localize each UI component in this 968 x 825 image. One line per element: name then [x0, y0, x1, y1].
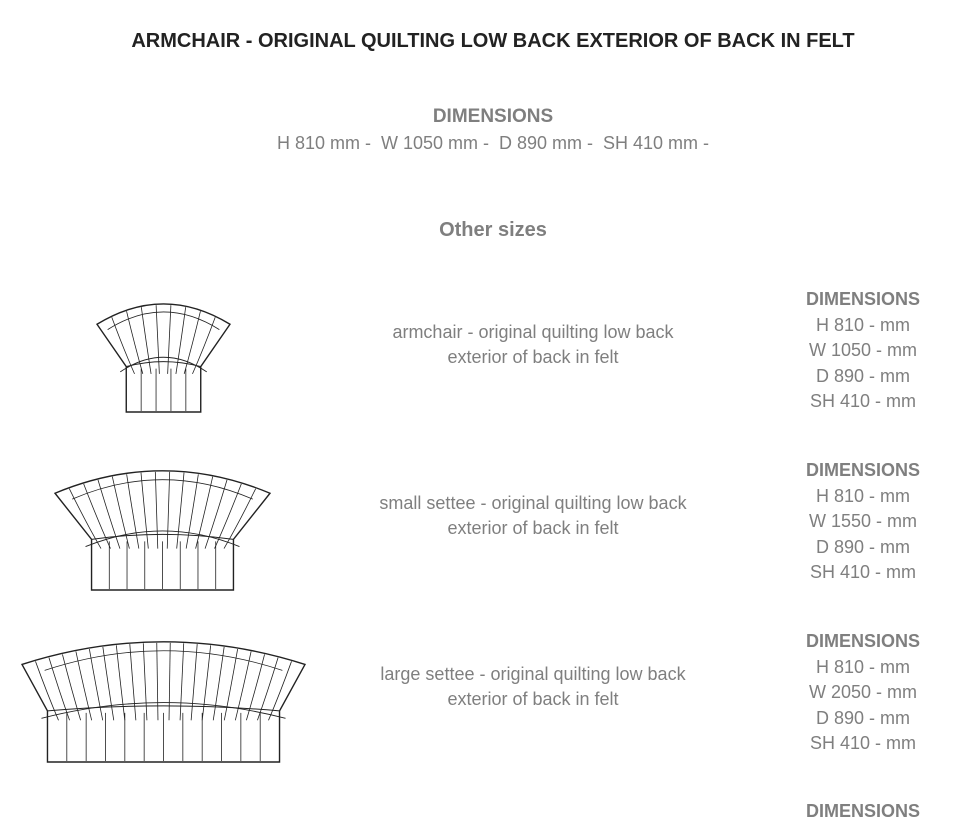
drawing-line — [83, 483, 111, 549]
drawing-line — [156, 642, 159, 721]
dimensions-values: H 810 mm - W 1050 mm - D 890 mm - SH 410… — [276, 133, 710, 153]
drawing-line — [120, 356, 207, 373]
drawing-line — [35, 661, 59, 721]
item-description: small settee - original quilting low bac… — [330, 491, 736, 541]
width-value: W 1550 - mm — [808, 511, 918, 531]
drawing-line — [111, 317, 135, 375]
item-dimensions: DIMENSIONS H 810 - mm W 1050 - mm D 890 … — [790, 287, 936, 415]
other-sizes-heading: Other sizes — [439, 219, 547, 241]
drawing-line — [126, 311, 144, 375]
drawing-line — [88, 648, 104, 721]
drawing-line — [140, 472, 149, 549]
description-line: small settee - original quilting low bac… — [379, 493, 687, 513]
drawing-line — [48, 657, 70, 721]
dimensions-heading: DIMENSIONS — [432, 106, 554, 127]
height-value: H 810 - mm — [815, 656, 911, 677]
drawing-line — [20, 641, 307, 763]
drawing-line — [166, 471, 171, 549]
drawing-line — [129, 644, 137, 721]
width-value: W 2050 - mm — [808, 682, 918, 702]
drawing-line — [68, 488, 102, 549]
drawing-line — [72, 479, 253, 500]
drawing-line — [75, 651, 93, 721]
large-settee-drawing — [20, 641, 307, 763]
depth-value: D 890 - mm — [815, 707, 911, 728]
seat-height-value: SH 410 - mm — [809, 733, 917, 753]
drawing-line — [223, 648, 239, 721]
drawing-line — [204, 479, 228, 549]
drawing-line — [195, 476, 214, 549]
drawing-line — [97, 479, 121, 549]
description-line: large settee - original quilting low bac… — [380, 664, 686, 684]
drawing-line — [179, 643, 185, 721]
drawing-line — [126, 361, 201, 368]
drawing-line — [102, 646, 115, 721]
width-value: W 1050 - mm — [808, 340, 918, 360]
drawing-line — [140, 307, 152, 374]
item-dimensions: DIMENSIONS H 810 - mm W 2050 - mm D 890 … — [790, 629, 936, 757]
drawing-line — [167, 305, 172, 374]
drawing-line — [168, 642, 171, 721]
drawing-line — [115, 645, 126, 721]
description-line: exterior of back in felt — [447, 689, 619, 709]
drawing-line — [142, 643, 148, 721]
drawing-line — [185, 474, 199, 549]
drawing-line — [111, 476, 130, 549]
description-line: armchair - original quilting low back — [392, 322, 674, 342]
cut-off-dimensions-heading: DIMENSIONS — [790, 799, 936, 825]
drawing-line — [234, 651, 252, 721]
page-title: ARMCHAIR - ORIGINAL QUILTING LOW BACK EX… — [131, 30, 855, 52]
drawing-line — [41, 702, 286, 719]
drawing-line — [154, 471, 159, 549]
drawing-line — [107, 311, 220, 330]
drawing-line — [44, 650, 283, 671]
item-description: armchair - original quilting low back ext… — [330, 320, 736, 370]
armchair-drawing — [96, 303, 231, 413]
seat-height-value: SH 410 - mm — [809, 391, 917, 411]
drawing-line — [47, 705, 280, 712]
drawing-line — [53, 470, 272, 591]
depth-value: D 890 - mm — [815, 536, 911, 557]
drawing-line — [214, 483, 242, 549]
drawing-line — [201, 645, 212, 721]
drawing-line — [155, 305, 160, 374]
dimensions-heading: DIMENSIONS — [805, 631, 920, 651]
drawing-line — [85, 530, 240, 548]
drawing-line — [96, 303, 231, 413]
drawing-line — [212, 646, 225, 721]
seat-height-value: SH 410 - mm — [809, 562, 917, 582]
dimensions-heading: DIMENSIONS — [805, 289, 920, 309]
height-value: H 810 - mm — [815, 314, 911, 335]
drawing-line — [183, 311, 201, 375]
drawing-line — [176, 472, 185, 549]
drawing-line — [62, 654, 82, 721]
drawing-line — [126, 474, 140, 549]
item-dimensions: DIMENSIONS H 810 - mm W 1550 - mm D 890 … — [790, 458, 936, 586]
depth-value: D 890 - mm — [815, 365, 911, 386]
description-line: exterior of back in felt — [447, 347, 619, 367]
item-description: large settee - original quilting low bac… — [330, 662, 736, 712]
drawing-line — [257, 657, 279, 721]
small-settee-drawing — [53, 470, 272, 591]
drawing-line — [245, 654, 265, 721]
height-value: H 810 - mm — [815, 485, 911, 506]
drawing-line — [175, 307, 187, 374]
description-line: exterior of back in felt — [447, 518, 619, 538]
drawing-line — [190, 644, 198, 721]
drawing-line — [268, 661, 292, 721]
dimensions-heading: DIMENSIONS — [805, 460, 920, 480]
dimensions-heading: DIMENSIONS — [805, 801, 920, 821]
drawing-line — [223, 488, 257, 549]
drawing-line — [91, 533, 234, 540]
drawing-line — [192, 317, 216, 375]
